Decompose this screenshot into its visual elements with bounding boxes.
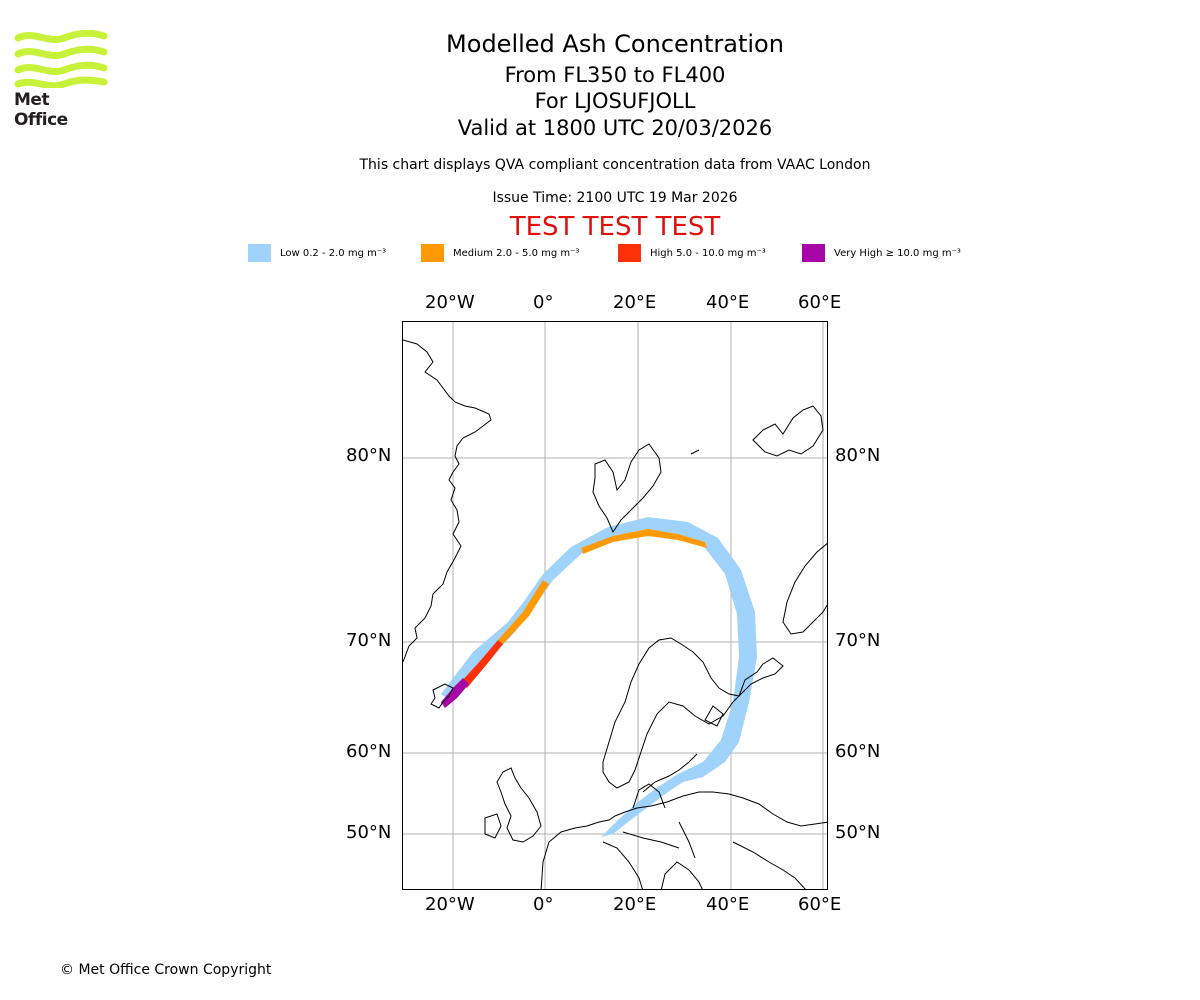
lat-tick-right-70n: 70°N — [835, 630, 881, 651]
legend-item-low: Low 0.2 - 2.0 mg m⁻³ — [248, 244, 386, 262]
legend-swatch-very-high — [802, 244, 825, 262]
lon-tick-top-20w: 20°W — [425, 292, 475, 313]
test-banner: TEST TEST TEST — [509, 212, 721, 242]
lon-tick-top-40e: 40°E — [706, 292, 750, 313]
lon-tick-top-0: 0° — [533, 292, 554, 313]
legend-label-medium: Medium 2.0 - 5.0 mg m⁻³ — [453, 247, 580, 259]
lat-tick-left-60n: 60°N — [346, 741, 392, 762]
ash-plume-medium-north — [581, 529, 707, 554]
ash-map[interactable] — [402, 321, 828, 890]
legend-label-high: High 5.0 - 10.0 mg m⁻³ — [650, 247, 766, 259]
lat-tick-right-50n: 50°N — [835, 822, 881, 843]
chart-description: This chart displays QVA compliant concen… — [359, 157, 871, 173]
flight-level-range: From FL350 to FL400 — [504, 63, 726, 87]
lat-tick-left-50n: 50°N — [346, 822, 392, 843]
ash-plume-low — [441, 517, 757, 837]
issue-time: Issue Time: 2100 UTC 19 Mar 2026 — [492, 190, 738, 206]
legend-label-very-high: Very High ≥ 10.0 mg m⁻³ — [834, 247, 961, 259]
logo-wordmark: Met Office — [14, 90, 68, 130]
lat-tick-left-70n: 70°N — [346, 630, 392, 651]
map-gridlines — [403, 322, 827, 889]
valid-time: Valid at 1800 UTC 20/03/2026 — [457, 116, 773, 140]
lat-tick-left-80n: 80°N — [346, 445, 392, 466]
ash-map-canvas — [403, 322, 827, 889]
legend-item-very-high: Very High ≥ 10.0 mg m⁻³ — [802, 244, 961, 262]
legend-swatch-medium — [421, 244, 444, 262]
legend-swatch-low — [248, 244, 271, 262]
legend-item-high: High 5.0 - 10.0 mg m⁻³ — [618, 244, 766, 262]
volcano-name: For LJOSUFJOLL — [534, 89, 696, 113]
met-office-logo: Met Office — [14, 29, 108, 130]
legend-swatch-high — [618, 244, 641, 262]
ash-plume-medium-west — [498, 580, 549, 644]
lon-tick-top-60e: 60°E — [798, 292, 842, 313]
lon-tick-bottom-60e: 60°E — [798, 894, 842, 915]
ash-plume-high — [461, 640, 503, 688]
ash-plume-very-high — [441, 678, 469, 708]
copyright-notice: © Met Office Crown Copyright — [60, 962, 272, 978]
lon-tick-bottom-0: 0° — [533, 894, 554, 915]
met-office-logo-waves — [14, 29, 108, 90]
coastlines — [403, 339, 827, 889]
legend-item-medium: Medium 2.0 - 5.0 mg m⁻³ — [421, 244, 579, 262]
legend-label-low: Low 0.2 - 2.0 mg m⁻³ — [280, 247, 387, 259]
lon-tick-bottom-20w: 20°W — [425, 894, 475, 915]
lat-tick-right-80n: 80°N — [835, 445, 881, 466]
chart-title: Modelled Ash Concentration — [446, 30, 784, 58]
lon-tick-bottom-20e: 20°E — [613, 894, 657, 915]
lon-tick-top-20e: 20°E — [613, 292, 657, 313]
lat-tick-right-60n: 60°N — [835, 741, 881, 762]
lon-tick-bottom-40e: 40°E — [706, 894, 750, 915]
